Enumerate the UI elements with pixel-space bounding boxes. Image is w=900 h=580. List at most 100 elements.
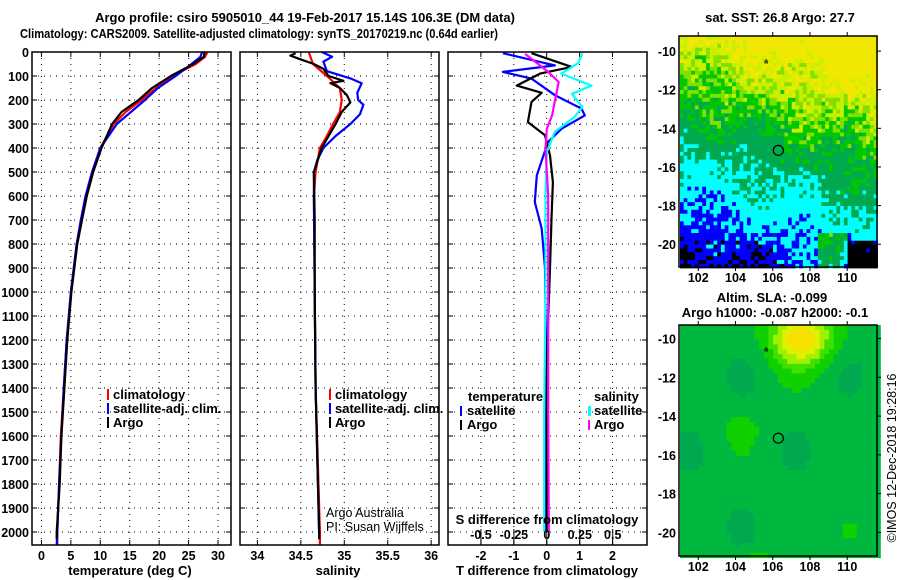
- map-cell: [862, 113, 867, 118]
- map-cell: [843, 136, 849, 141]
- map-cell: [698, 155, 703, 161]
- map-cell: [768, 417, 774, 423]
- map-cell: [782, 455, 788, 462]
- map-cell: [694, 543, 700, 549]
- map-cell: [712, 426, 718, 433]
- map-cell: [754, 499, 760, 505]
- map-cell: [815, 388, 821, 394]
- map-cell: [724, 202, 729, 207]
- map-cell: [754, 240, 759, 246]
- map-cell: [759, 363, 765, 370]
- map-cell: [721, 256, 726, 261]
- map-cell: [817, 202, 823, 207]
- map-cell: [750, 78, 756, 83]
- map-cell: [740, 484, 746, 491]
- map-cell: [810, 140, 815, 145]
- map-cell: [680, 373, 686, 379]
- map-cell: [739, 206, 744, 211]
- map-cell: [754, 465, 760, 471]
- map-cell: [761, 263, 767, 269]
- map-cell: [731, 339, 737, 345]
- map-cell: [773, 475, 779, 481]
- map-cell: [795, 78, 800, 83]
- map-cell: [866, 97, 871, 103]
- map-cell: [788, 55, 793, 60]
- map-cell: [698, 465, 704, 471]
- map-cell: [873, 109, 878, 114]
- map-cell: [773, 244, 778, 250]
- map-cell: [817, 217, 823, 223]
- map-cell: [707, 383, 714, 389]
- map-cell: [873, 74, 878, 80]
- map-cell: [763, 465, 770, 471]
- map-cell: [773, 397, 779, 404]
- map-cell: [717, 229, 722, 234]
- map-cell: [788, 151, 793, 157]
- map-cell: [731, 513, 737, 520]
- map-cell: [795, 63, 800, 68]
- map-cell: [712, 431, 718, 437]
- map-cell: [768, 339, 774, 345]
- map-cell: [694, 105, 700, 110]
- map-cell: [777, 349, 784, 355]
- map-cell: [821, 236, 826, 242]
- map-cell: [829, 97, 834, 103]
- map-cell: [683, 132, 688, 138]
- map-cell: [747, 97, 752, 103]
- map-cell: [847, 213, 852, 219]
- map-cell: [763, 407, 770, 413]
- map-cell: [836, 248, 841, 253]
- map-cell: [759, 480, 765, 486]
- map-cell: [740, 489, 746, 496]
- map-cell: [717, 117, 722, 122]
- legend-label-t-satellite: satellite: [467, 403, 515, 418]
- map-cell: [768, 354, 774, 360]
- map-cell: [768, 465, 774, 471]
- map-cell: [805, 431, 811, 437]
- map-cell: [706, 93, 711, 99]
- legend-label-argo: Argo: [335, 415, 365, 430]
- map-cell: [754, 504, 760, 510]
- map-cell: [739, 190, 744, 195]
- map-cell: [788, 148, 793, 153]
- map-cell: [680, 132, 685, 138]
- map-cell: [749, 412, 756, 418]
- depth-axis-labels: 0100200300400500600700800900100011001200…: [1, 46, 29, 540]
- map-cell: [788, 144, 793, 149]
- map-cell: [761, 101, 767, 107]
- map-cell: [721, 402, 728, 408]
- map-cell: [776, 244, 782, 250]
- map-cell: [817, 167, 823, 172]
- map-cell: [707, 533, 714, 539]
- map-cell: [840, 51, 845, 56]
- map-cell: [713, 51, 718, 56]
- map-cell: [796, 455, 802, 462]
- map-cell: [829, 128, 834, 134]
- map-cell: [763, 383, 770, 389]
- map-cell: [698, 190, 703, 195]
- map-cell: [780, 70, 785, 76]
- map-cell: [706, 117, 711, 122]
- map-cell: [840, 206, 845, 211]
- y-tick-label: 300: [8, 118, 29, 132]
- map-cell: [680, 124, 685, 130]
- map-cell: [750, 206, 756, 211]
- map-cell: [689, 489, 695, 496]
- map-cell: [728, 63, 733, 68]
- map-cell: [724, 66, 729, 72]
- map-cell: [735, 470, 742, 476]
- map-cell: [721, 171, 726, 176]
- map-cell: [754, 460, 760, 467]
- map-cell: [694, 36, 700, 41]
- map-cell: [721, 59, 726, 64]
- map-cell: [821, 117, 826, 122]
- map-cell: [694, 167, 700, 172]
- map-cell: [747, 82, 752, 87]
- map-cell: [873, 155, 878, 161]
- map-cell: [721, 217, 726, 223]
- map-cell: [754, 144, 759, 149]
- map-cell: [749, 518, 756, 525]
- map-cell: [780, 163, 785, 168]
- map-cell: [773, 140, 778, 145]
- map-cell: [815, 431, 821, 437]
